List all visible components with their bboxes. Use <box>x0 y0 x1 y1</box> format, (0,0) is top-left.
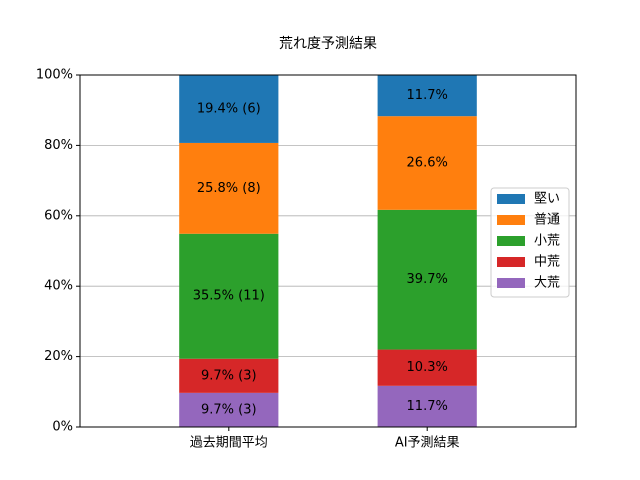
y-tick-label: 40% <box>44 279 73 294</box>
x-tick-label: 過去期間平均 <box>190 436 268 451</box>
legend-swatch <box>497 278 525 288</box>
bar-segment <box>179 358 279 393</box>
y-tick-label: 0% <box>52 420 73 435</box>
data-label: 39.7% <box>407 272 448 287</box>
legend-label: 中荒 <box>534 255 560 270</box>
data-label: 19.4% (6) <box>197 101 261 116</box>
bar-segment <box>377 75 477 117</box>
legend-swatch <box>497 236 525 246</box>
legend-label: 大荒 <box>534 276 560 291</box>
bar-segment <box>377 209 477 350</box>
y-tick-label: 80% <box>44 138 73 153</box>
legend-swatch <box>497 215 525 225</box>
legend-label: 普通 <box>534 213 560 228</box>
bar-segment <box>179 233 279 359</box>
data-label: 25.8% (8) <box>197 181 261 196</box>
plot-frame <box>79 74 577 428</box>
data-label: 11.7% <box>407 88 448 103</box>
data-label: 9.7% (3) <box>201 402 257 417</box>
data-label: 10.3% <box>407 360 448 375</box>
bar-segment <box>377 116 477 210</box>
x-tick-label: AI予測結果 <box>395 436 460 451</box>
data-label: 9.7% (3) <box>201 368 257 383</box>
bar-segment <box>179 74 279 143</box>
y-tick-label: 60% <box>44 208 73 223</box>
legend-label: 小荒 <box>534 234 560 249</box>
bar-segment <box>179 392 279 427</box>
data-label: 11.7% <box>407 399 448 414</box>
bar-segment <box>377 385 477 427</box>
legend-swatch <box>497 194 525 204</box>
y-tick-label: 20% <box>44 349 73 364</box>
y-tick-label: 100% <box>36 68 73 83</box>
legend-label: 堅い <box>534 192 560 207</box>
data-label: 26.6% <box>407 156 448 171</box>
data-label: 35.5% (11) <box>193 289 265 304</box>
bar-segment <box>179 142 279 234</box>
chart-title: 荒れ度予測結果 <box>279 36 377 52</box>
bar-segment <box>377 349 477 386</box>
legend-swatch <box>497 257 525 267</box>
